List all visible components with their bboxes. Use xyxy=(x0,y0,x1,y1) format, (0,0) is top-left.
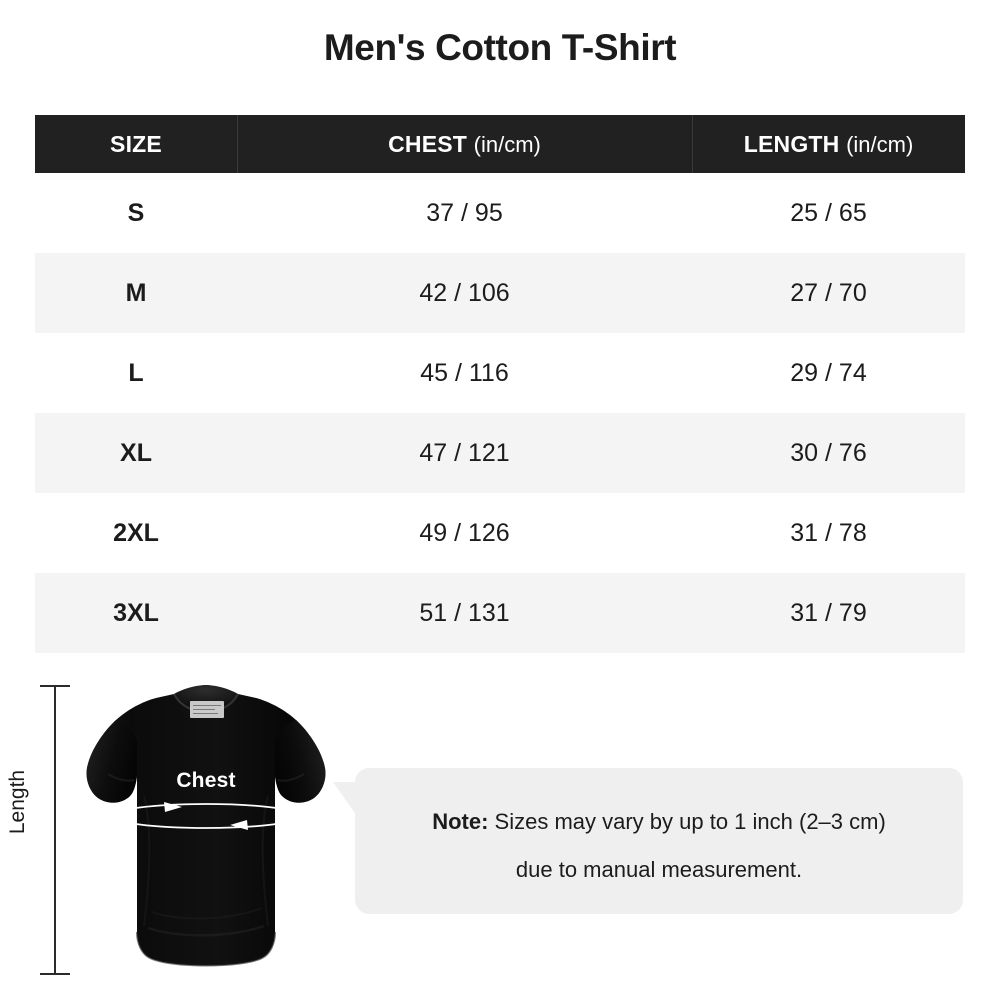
fabric-fold xyxy=(147,924,265,937)
table-row: S 37 / 95 25 / 65 xyxy=(35,173,965,253)
cell-chest: 51 / 131 xyxy=(419,598,510,627)
column-header-length-unit: (in/cm) xyxy=(846,131,914,157)
page-title: Men's Cotton T-Shirt xyxy=(323,27,677,68)
table-row: 3XL 51 / 131 31 / 79 xyxy=(35,573,965,653)
tshirt-sleeve-left xyxy=(86,720,137,803)
fabric-fold xyxy=(277,773,305,782)
tshirt-sleeve-right xyxy=(275,720,326,803)
cell-size: S xyxy=(127,198,145,227)
note-prefix: Note: xyxy=(432,809,489,834)
neck-tag-icon xyxy=(190,701,224,718)
note-callout: Note: Sizes may vary by up to 1 inch (2–… xyxy=(333,768,963,914)
neck-tag-line xyxy=(193,709,215,711)
note-text: Note: Sizes may vary by up to 1 inch (2–… xyxy=(381,798,937,894)
table-row: 2XL 49 / 126 31 / 78 xyxy=(35,493,965,573)
tshirt-hem xyxy=(136,931,276,967)
table-row: L 45 / 116 29 / 74 xyxy=(35,333,965,413)
cell-length: 31 / 79 xyxy=(790,598,867,627)
cell-size: L xyxy=(128,358,144,387)
cell-chest: 37 / 95 xyxy=(426,198,503,227)
chest-arrowhead-left xyxy=(164,802,182,812)
size-chart-table: SIZE CHEST (in/cm) LENGTH (in/cm) S 37 /… xyxy=(35,115,965,653)
tshirt-graphic xyxy=(86,685,326,967)
cell-length: 29 / 74 xyxy=(790,358,867,387)
cell-length: 25 / 65 xyxy=(790,198,867,227)
length-label: Length xyxy=(6,769,29,835)
note-line-2: due to manual measurement. xyxy=(515,857,803,882)
length-measure-bracket xyxy=(38,682,72,978)
cell-chest: 42 / 106 xyxy=(419,278,510,307)
table-row: M 42 / 106 27 / 70 xyxy=(35,253,965,333)
cell-length: 27 / 70 xyxy=(790,278,867,307)
column-header-length-label: LENGTH xyxy=(743,130,840,157)
fabric-fold xyxy=(107,773,135,782)
cell-size: M xyxy=(125,278,147,307)
cell-length: 30 / 76 xyxy=(790,438,867,467)
measurement-illustration: Length xyxy=(0,660,1000,1000)
chest-label: Chest xyxy=(176,769,236,792)
cell-size: 3XL xyxy=(113,598,159,627)
note-callout-tail xyxy=(333,782,357,816)
column-header-chest-unit: (in/cm) xyxy=(473,131,541,157)
column-header-length: LENGTH (in/cm) xyxy=(692,115,965,173)
cell-chest: 49 / 126 xyxy=(419,518,510,547)
cell-chest: 47 / 121 xyxy=(419,438,510,467)
tshirt-image: Chest xyxy=(78,676,334,984)
chest-measure-arrow-icon xyxy=(111,802,301,830)
neck-tag-line xyxy=(193,705,221,707)
column-header-chest-label: CHEST xyxy=(388,130,468,157)
cell-size: 2XL xyxy=(113,518,159,547)
cell-size: XL xyxy=(120,438,152,467)
column-header-size-label: SIZE xyxy=(110,130,162,157)
chest-arrowhead-right xyxy=(230,820,248,830)
bracket-bottom-cap xyxy=(40,973,70,975)
chest-ellipse xyxy=(111,803,301,829)
note-line-1: Sizes may vary by up to 1 inch (2–3 cm) xyxy=(488,809,886,834)
column-header-size: SIZE xyxy=(35,115,237,173)
cell-length: 31 / 78 xyxy=(790,518,867,547)
column-header-chest: CHEST (in/cm) xyxy=(237,115,692,173)
bracket-vertical-line xyxy=(54,685,56,975)
table-header-row: SIZE CHEST (in/cm) LENGTH (in/cm) xyxy=(35,115,965,173)
fabric-fold xyxy=(151,907,263,920)
table-row: XL 47 / 121 30 / 76 xyxy=(35,413,965,493)
neck-tag-line xyxy=(193,713,218,715)
cell-chest: 45 / 116 xyxy=(420,358,509,387)
tshirt-body xyxy=(86,694,326,966)
